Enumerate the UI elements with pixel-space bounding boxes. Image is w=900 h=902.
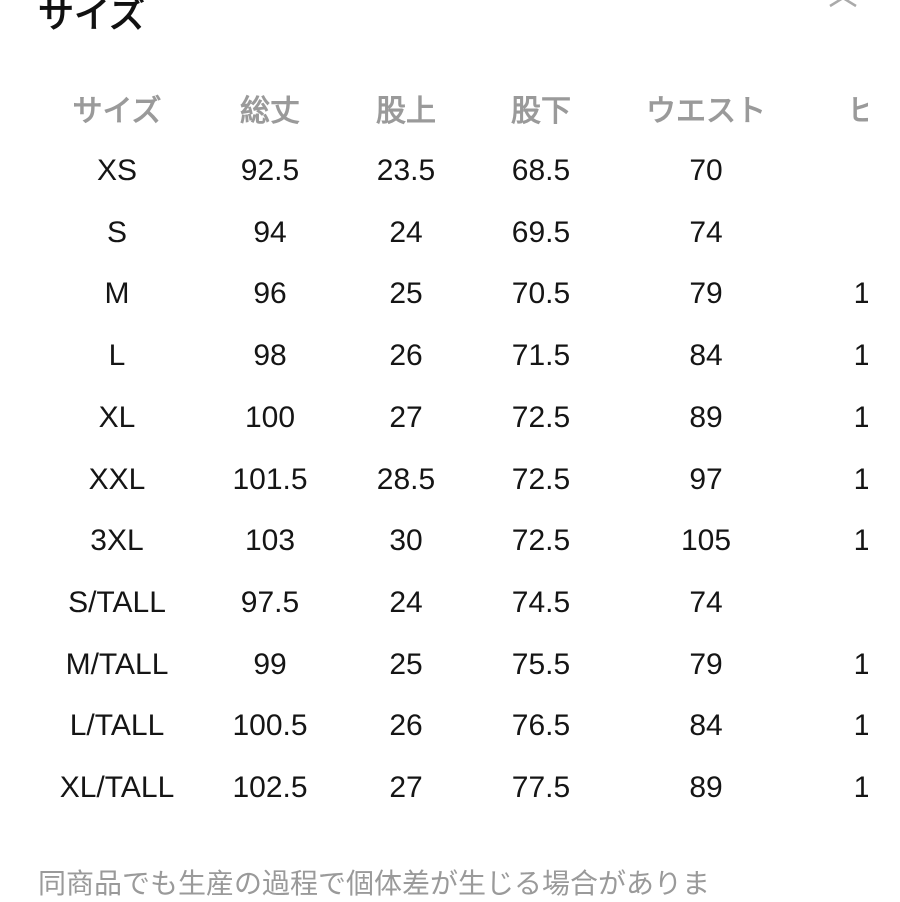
table-cell: 94 [253, 215, 287, 249]
table-cell: 97 [689, 462, 723, 496]
table-cell: 70 [689, 154, 723, 187]
size-label: XS [96, 154, 138, 187]
table-cell: 23.5 [376, 154, 436, 187]
size-label: XL [98, 400, 136, 434]
size-label: XL/TALL [59, 771, 175, 804]
table-cell: 100 [244, 400, 296, 434]
table-cell: 99 [253, 647, 287, 681]
size-label: S/TALL [68, 585, 166, 619]
size-label: 3XL [90, 524, 144, 558]
close-button[interactable] [826, 0, 866, 14]
table-cell: 1 [853, 647, 868, 681]
table-cell: 100.5 [232, 709, 308, 743]
column-header: ウエスト [646, 94, 766, 129]
table-cell: 79 [689, 647, 723, 681]
table-cell: 30 [389, 524, 423, 558]
table-cell: 96 [253, 277, 287, 311]
column-header: サイズ [72, 94, 162, 129]
title: サイズ [38, 0, 145, 36]
table-cell: 72.5 [511, 400, 571, 434]
table-cell: 97.5 [240, 585, 300, 619]
table-cell: 74 [689, 585, 723, 619]
table-cell: 79 [689, 277, 723, 311]
table-cell: 26 [389, 709, 423, 743]
table-cell: 72.5 [511, 462, 571, 496]
table-cell: 71.5 [511, 339, 571, 373]
table-cell: 1 [853, 524, 868, 558]
size-label: L/TALL [69, 709, 165, 743]
table-cell: 1 [853, 709, 868, 743]
table-cell: 103 [244, 524, 296, 558]
table-cell: 69.5 [511, 215, 571, 249]
table-cell: 77.5 [511, 771, 571, 804]
table-cell: 26 [389, 339, 423, 373]
table-cell: 27 [389, 400, 423, 434]
column-header: ヒ [847, 94, 868, 129]
note: 同商品でも生産の過程で個体差が生じる場合がありま [38, 867, 711, 900]
table-cell: 84 [689, 709, 723, 743]
table-cell: 68.5 [511, 154, 571, 187]
table-cell: 76.5 [511, 709, 571, 743]
table-cell: 75.5 [511, 647, 571, 681]
table-cell: 1 [853, 462, 868, 496]
table-cell: 1 [853, 400, 868, 434]
table-cell: 28.5 [376, 462, 436, 496]
table-cell: 25 [389, 647, 423, 681]
table-cell: 74 [689, 215, 723, 249]
table-cell: 74.5 [511, 585, 571, 619]
column-header: 総丈 [240, 94, 300, 129]
size-label: XXL [88, 462, 146, 496]
table-cell: 98 [253, 339, 287, 373]
table-cell: 1 [853, 771, 868, 804]
table-cell: 92.5 [240, 154, 300, 187]
table-cell: 70.5 [511, 277, 571, 311]
table-cell: 89 [689, 400, 723, 434]
table-cell: 24 [389, 215, 423, 249]
size-label: M/TALL [65, 647, 169, 681]
table-cell: 72.5 [511, 524, 571, 558]
size-table: サイズ 総丈 股上 股下 ウエスト ヒ XS 92.5 23.5 68.5 70 S 94 24 69.5 7… [59, 94, 868, 804]
table-cell: 102.5 [232, 771, 308, 804]
close-icon [829, 0, 843, 8]
table-cell: 24 [389, 585, 423, 619]
table-cell: 101.5 [232, 462, 308, 496]
column-header: 股上 [376, 94, 436, 129]
column-header: 股下 [511, 94, 571, 129]
table-cell: 27 [389, 771, 423, 804]
table-cell: 89 [689, 771, 723, 804]
table-cell: 25 [389, 277, 423, 311]
size-label: L [108, 339, 126, 373]
size-label: S [106, 215, 128, 249]
size-label: M [104, 277, 130, 311]
table-cell: 1 [853, 339, 868, 373]
table-cell: 1 [853, 277, 868, 311]
table-cell: 84 [689, 339, 723, 373]
table-cell: 105 [680, 524, 732, 558]
close-icon [843, 0, 857, 8]
